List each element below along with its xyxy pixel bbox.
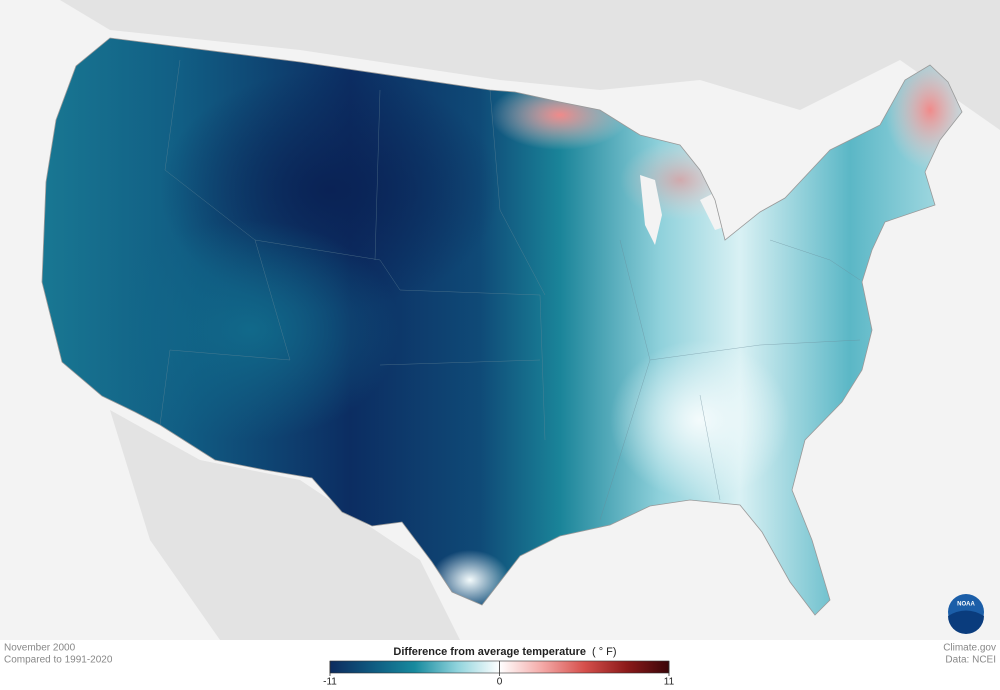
noaa-logo-wave (948, 610, 984, 634)
colorbar-tick-label: 11 (664, 677, 675, 688)
mexico-land (110, 410, 460, 640)
anomaly-region (100, 220, 400, 440)
canada-land (0, 0, 1000, 130)
site-credit: Climate.gov (943, 643, 996, 654)
anomaly-region (610, 340, 790, 500)
colorbar-tick-label: 0 (497, 677, 503, 688)
legend-title: Difference from average temperature (393, 646, 586, 658)
colorbar: -11 0 11 (323, 660, 675, 688)
state-lines (159, 59, 861, 521)
data-credit: Data: NCEI (945, 655, 996, 666)
period-label: November 2000 (4, 643, 76, 654)
logo-text: NOAA (957, 602, 975, 608)
colorbar-tick-label: -11 (323, 677, 337, 688)
great-lakes (640, 175, 730, 245)
baseline-label: Compared to 1991-2020 (4, 655, 113, 666)
legend-unit: ( ° F) (592, 646, 617, 658)
